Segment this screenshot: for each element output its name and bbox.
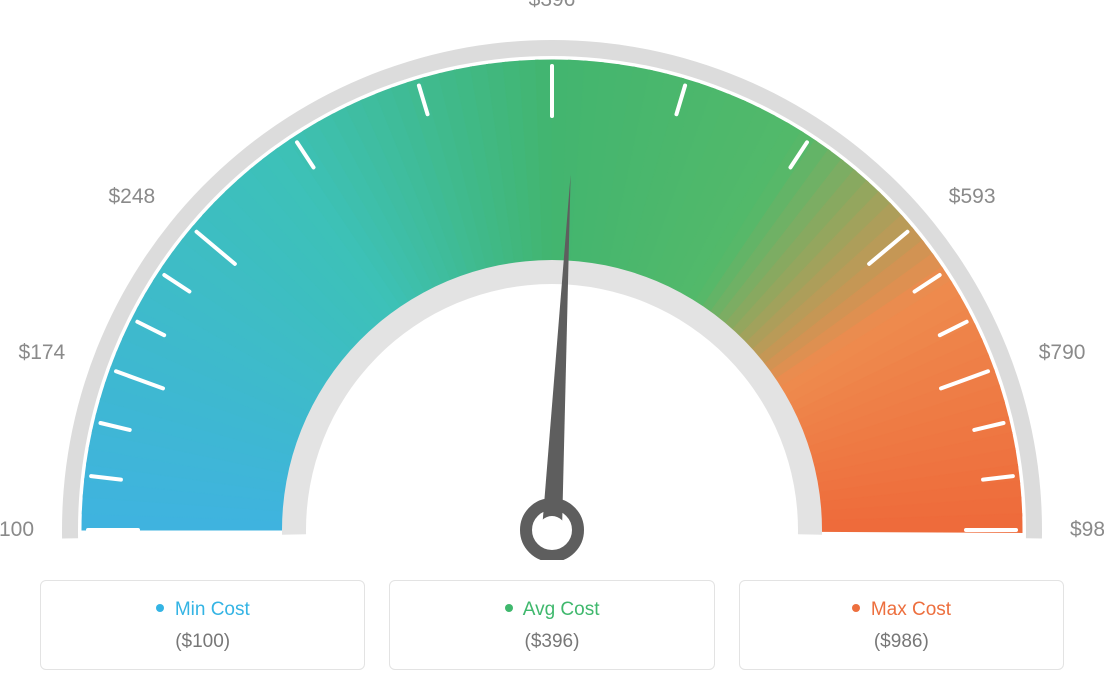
tick-label: $593 <box>949 185 996 208</box>
min-cost-label: Min Cost <box>51 599 354 621</box>
max-cost-card: Max Cost ($986) <box>739 580 1064 670</box>
max-cost-value: ($986) <box>750 631 1053 653</box>
gauge-svg: $100 $174 $248 $396 $593 $790 $986 <box>0 0 1104 560</box>
min-bullet-icon <box>156 604 164 612</box>
chart-container: $100 $174 $248 $396 $593 $790 $986 Min Cost ($… <box>0 0 1104 690</box>
tick-label: $790 <box>1039 341 1086 364</box>
min-cost-label-text: Min Cost <box>175 599 250 620</box>
avg-bullet-icon <box>505 604 513 612</box>
tick-label: $396 <box>529 0 576 11</box>
tick-label: $174 <box>19 341 66 364</box>
needle-hub-inner <box>538 516 566 544</box>
avg-cost-label: Avg Cost <box>400 599 703 621</box>
max-bullet-icon <box>852 604 860 612</box>
gauge-area: $100 $174 $248 $396 $593 $790 $986 <box>0 0 1104 560</box>
tick-label: $100 <box>0 518 34 541</box>
min-cost-card: Min Cost ($100) <box>40 580 365 670</box>
min-cost-value: ($100) <box>51 631 354 653</box>
tick-label: $248 <box>108 185 155 208</box>
max-cost-label-text: Max Cost <box>871 599 951 620</box>
avg-cost-value: ($396) <box>400 631 703 653</box>
tick-label: $986 <box>1070 518 1104 541</box>
legend-cards: Min Cost ($100) Avg Cost ($396) Max Cost… <box>40 580 1064 670</box>
avg-cost-label-text: Avg Cost <box>523 599 600 620</box>
avg-cost-card: Avg Cost ($396) <box>389 580 714 670</box>
max-cost-label: Max Cost <box>750 599 1053 621</box>
